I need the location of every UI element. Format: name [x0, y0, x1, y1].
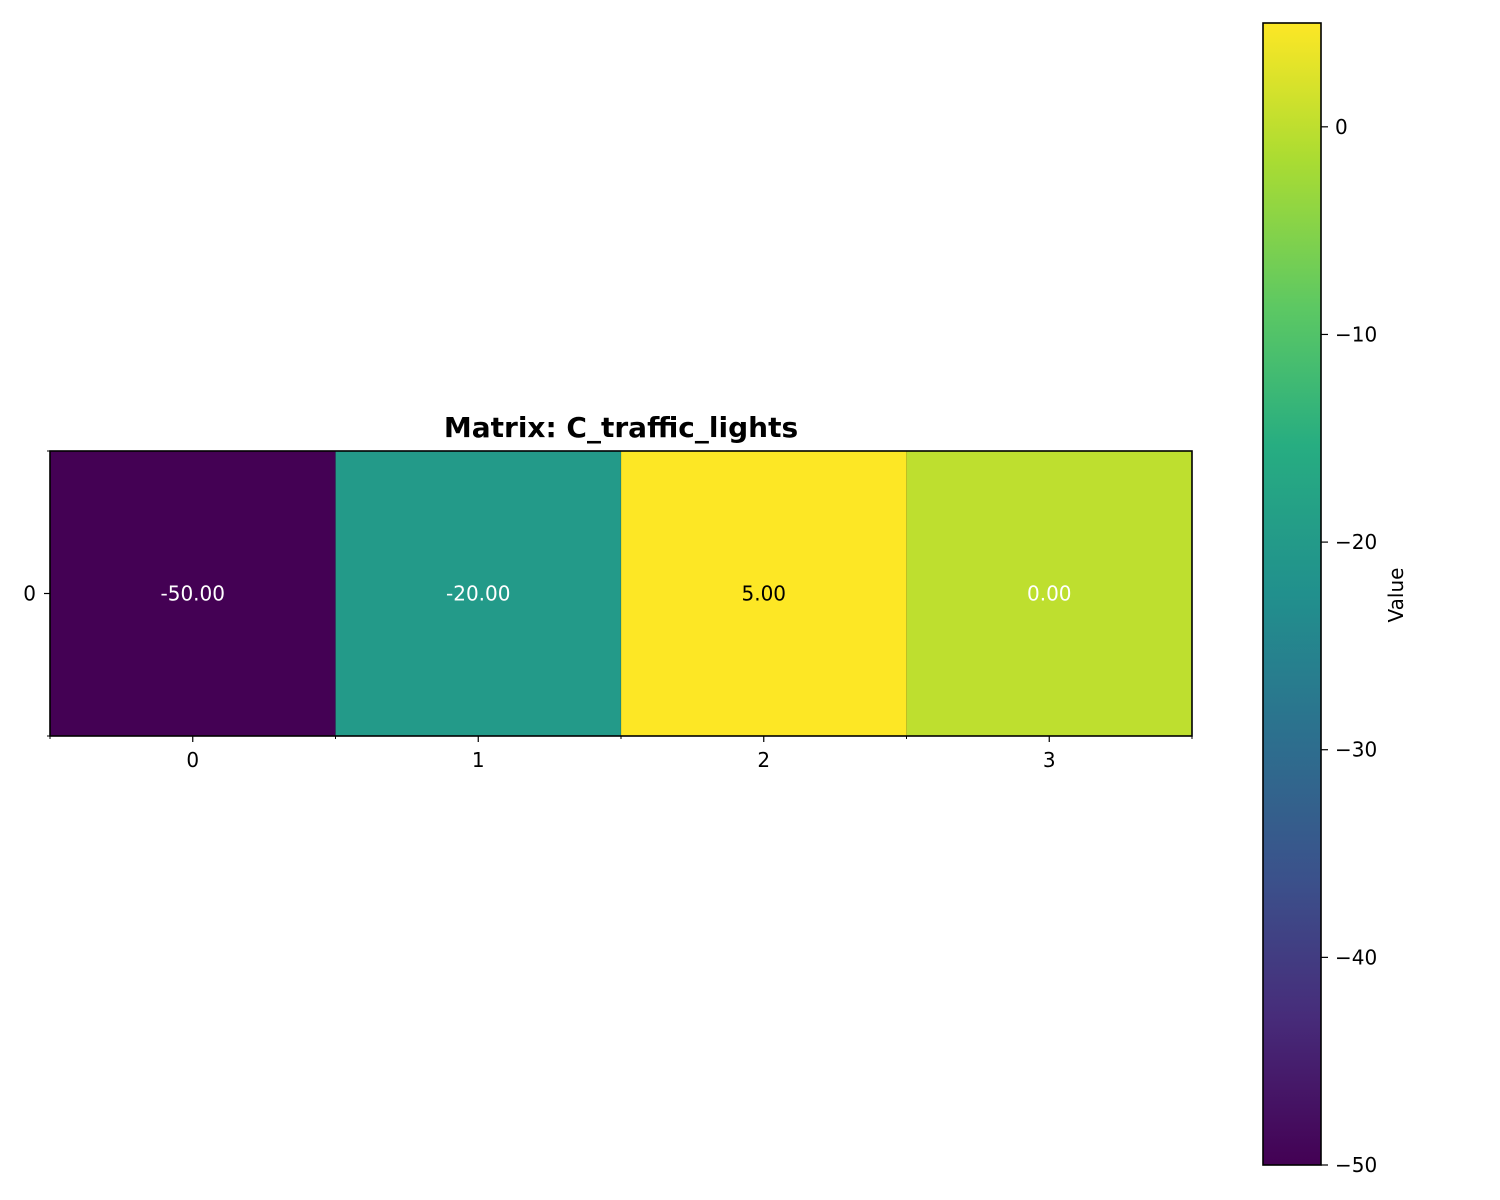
column-tick-label: 1: [472, 748, 485, 772]
heatmap-cell-0-0: [50, 451, 336, 736]
column-tick-label: 2: [757, 748, 770, 772]
colorbar-label: Value: [1384, 568, 1408, 623]
heatmap-cell-0-3: [906, 451, 1192, 736]
row-tick-label: 0: [23, 582, 36, 606]
cell-value-label-0-1: -20.00: [446, 582, 510, 606]
heatmap-cell-0-2: [621, 451, 907, 736]
chart-title: Matrix: C_traffic_lights: [444, 411, 798, 444]
column-tick-label: 3: [1043, 748, 1056, 772]
cell-value-label-0-2: 5.00: [741, 582, 786, 606]
colorbar: 0 −10 −20 −30 −40 −50: [1262, 22, 1377, 1177]
colorbar-tick-label: −50: [1335, 1153, 1377, 1177]
colorbar-tick-label: −30: [1335, 738, 1377, 762]
cell-value-label-0-0: -50.00: [161, 582, 225, 606]
heatmap-cell-0-1: [335, 451, 621, 736]
heatmap-cells: -50.00 -20.00 5.00 0.00: [50, 451, 1192, 736]
row-axis: 0: [23, 450, 50, 737]
colorbar-tick-label: −40: [1335, 945, 1377, 969]
column-tick-label: 0: [186, 748, 199, 772]
column-axis: 0 1 2 3: [49, 736, 1193, 772]
colorbar-tick-label: −10: [1335, 322, 1377, 346]
cell-value-label-0-3: 0.00: [1027, 582, 1072, 606]
colorbar-tick-label: 0: [1335, 115, 1348, 139]
colorbar-gradient: [1262, 22, 1322, 1166]
colorbar-tick-label: −20: [1335, 530, 1377, 554]
